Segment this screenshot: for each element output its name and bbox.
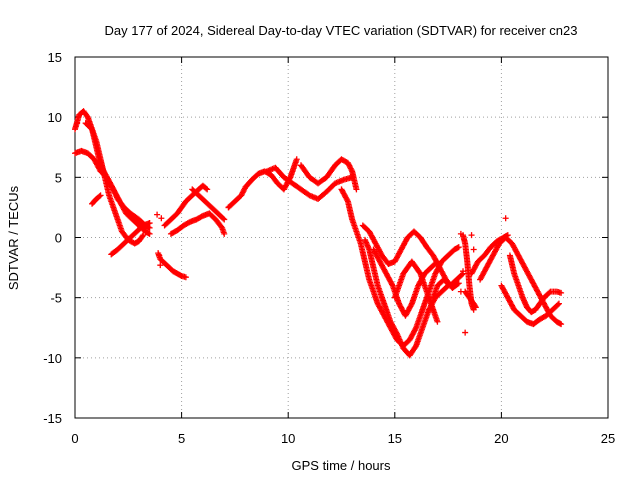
x-tick-label: 0 [71,431,78,446]
axis-ticks [74,56,609,419]
y-tick-labels: -15 -10 -5 0 5 10 15 [43,50,62,426]
data-point [472,304,479,311]
x-tick-label: 15 [388,431,402,446]
x-tick-labels: 0 5 10 15 20 25 [71,431,615,446]
data-point [220,215,227,222]
data-point [434,258,441,265]
y-tick-label: -15 [43,411,62,426]
data-point [221,230,228,237]
y-tick-label: 10 [48,110,62,125]
data-point [221,216,228,223]
data-point [96,193,103,200]
data-point [458,271,465,278]
data-point [555,300,562,307]
data-point [502,215,509,222]
data-point [74,120,81,127]
data-point [457,230,464,237]
data-points [72,108,565,359]
data-point [146,220,153,227]
data-point [353,186,360,193]
data-point [554,301,561,308]
y-axis-label: SDTVAR / TECUs [6,185,21,290]
x-tick-label: 20 [494,431,508,446]
plot-frame [74,56,609,419]
data-point [412,344,419,351]
data-point [293,156,300,163]
data-point [558,321,565,328]
y-tick-label: -10 [43,351,62,366]
data-point [154,211,161,218]
data-point [204,186,211,193]
y-tick-label: 0 [55,231,62,246]
data-point [157,262,164,269]
data-point [203,185,210,192]
data-point [434,318,441,325]
data-point [455,244,462,251]
data-point [546,289,553,296]
x-tick-label: 10 [281,431,295,446]
data-point [408,302,415,309]
data-point [454,281,461,288]
data-point [344,197,351,204]
data-point [140,232,147,239]
data-point [158,215,165,222]
x-axis-label: GPS time / hours [292,458,391,473]
data-point [156,252,163,259]
data-point [182,274,189,281]
data-point [470,246,477,253]
data-point [433,259,440,266]
data-point [468,232,475,239]
data-point [460,268,467,275]
y-tick-label: -5 [50,291,62,306]
data-point [558,289,565,296]
grid [75,57,608,418]
x-tick-label: 5 [178,431,185,446]
data-point [146,230,153,237]
y-tick-label: 15 [48,50,62,65]
data-point [97,192,104,199]
chart-title: Day 177 of 2024, Sidereal Day-to-day VTE… [104,23,577,38]
data-point [457,288,464,295]
data-point [455,280,462,287]
data-point [462,329,469,336]
y-tick-label: 5 [55,170,62,185]
data-point [139,233,146,240]
data-point [225,204,232,211]
x-tick-label: 25 [601,431,615,446]
data-point [388,281,395,288]
data-point [472,303,479,310]
data-point [412,326,419,333]
